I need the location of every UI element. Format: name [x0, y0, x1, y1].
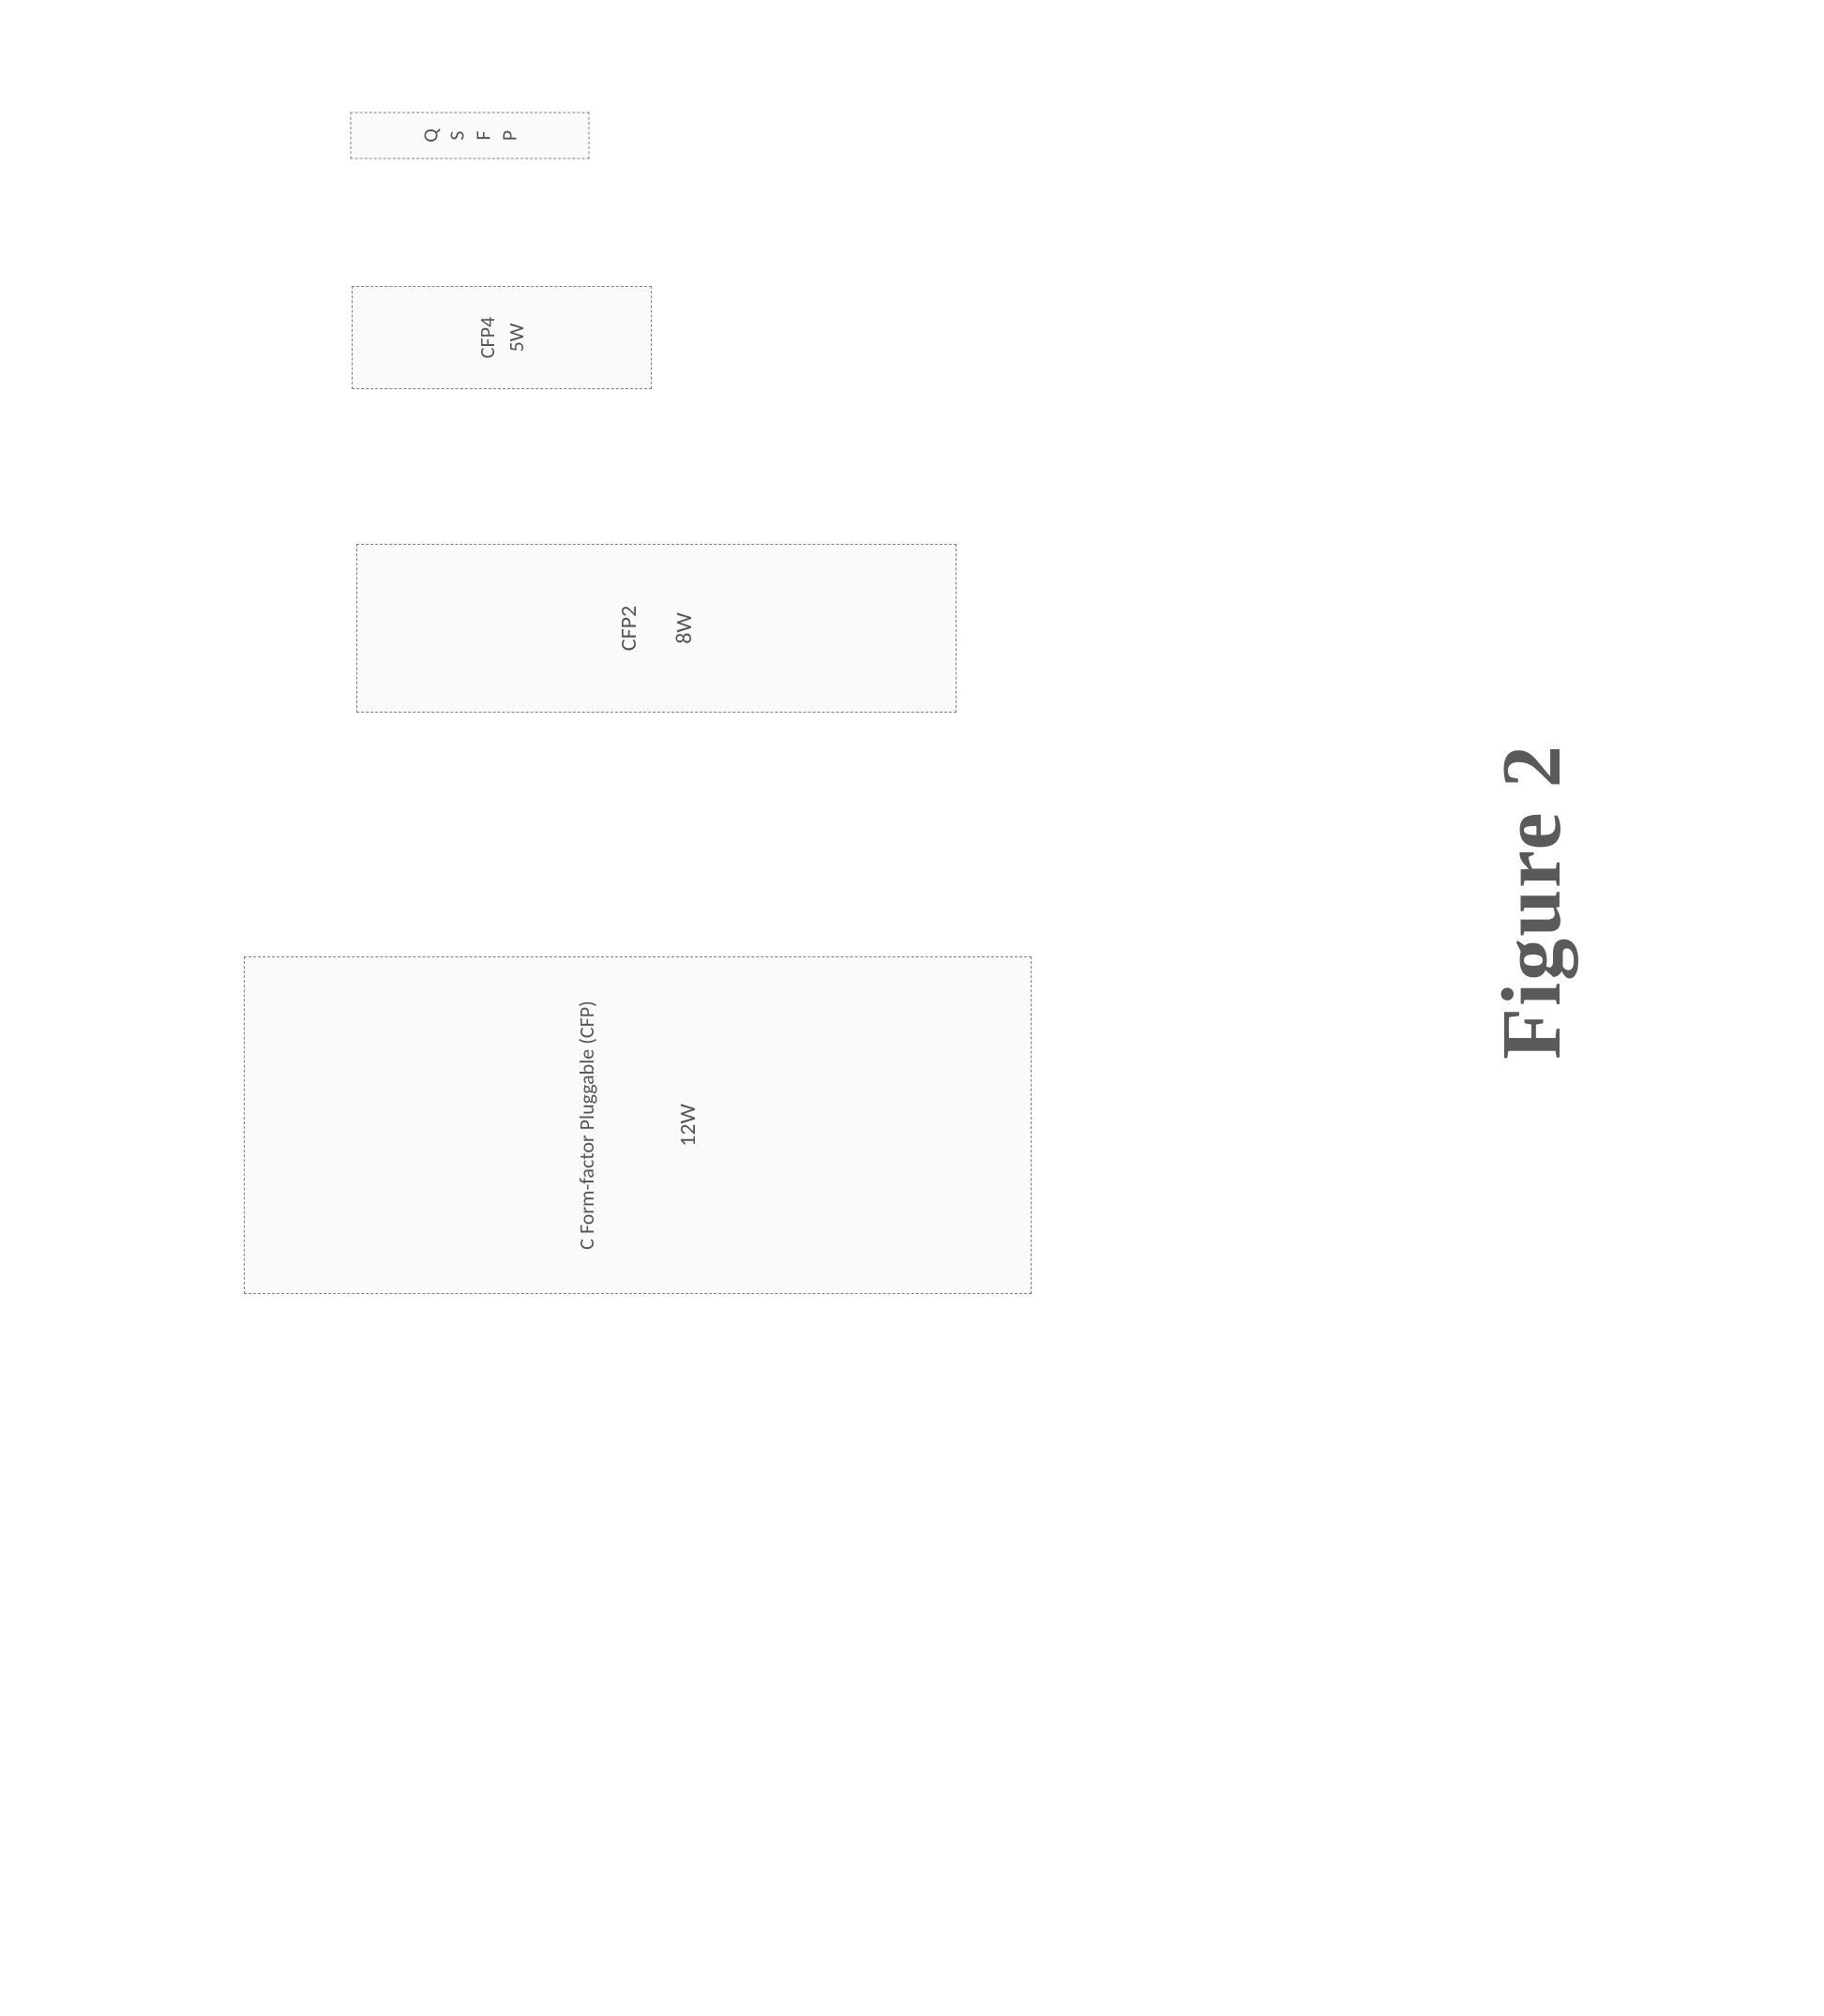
cfp2-module-box: CFP2 8W — [356, 544, 957, 713]
cfp2-power: 8W — [671, 612, 698, 644]
qsfp-module-box: Q S F P — [351, 113, 590, 159]
cfp-label: C Form-factor Pluggable (CFP) — [574, 1000, 599, 1250]
cfp4-label: CFP4 — [475, 317, 500, 358]
cfp4-power: 5W — [504, 323, 529, 353]
cfp4-module-box: CFP4 5W — [352, 286, 652, 389]
figure-title: Figure 2 — [1484, 744, 1580, 1060]
qsfp-letter-f: F — [473, 128, 493, 143]
qsfp-letter-s: S — [446, 128, 467, 143]
qsfp-letter-p: P — [499, 128, 520, 143]
qsfp-letter-q: Q — [420, 128, 441, 143]
cfp-power: 12W — [674, 1104, 701, 1147]
cfp2-label: CFP2 — [615, 606, 642, 651]
qsfp-label: Q S F P — [420, 128, 520, 143]
cfp-module-box: C Form-factor Pluggable (CFP) 12W — [244, 956, 1032, 1294]
